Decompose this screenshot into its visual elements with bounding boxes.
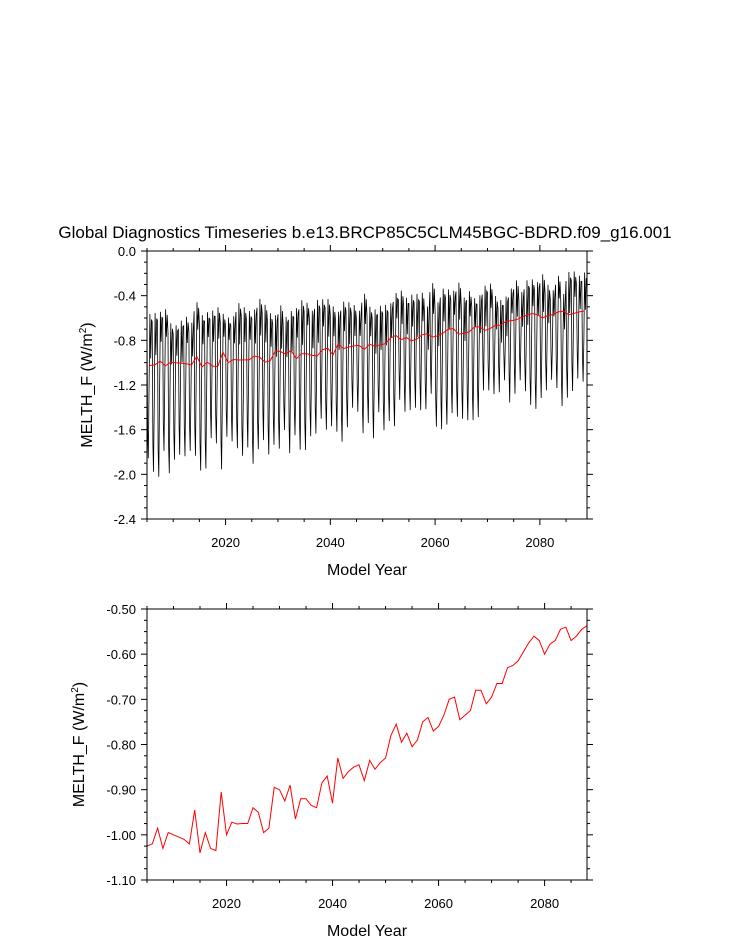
series-annual-mean-line [149, 310, 585, 368]
y-axis-label-main: MELTH_F (W/m [79, 333, 96, 447]
x-tick-label: 2060 [421, 535, 450, 550]
top-panel: 2020 2040 2060 2080 -2.4 -2.0 -1.6 -1.2 -0.8 -0.4… [78, 244, 593, 579]
x-tick-label: 2020 [211, 535, 240, 550]
x-axis-label: Model Year [327, 562, 408, 579]
series-monthly-line [147, 271, 587, 477]
y-tick-label: -1.00 [106, 828, 136, 843]
x-tick-label: 2080 [530, 896, 559, 911]
x-tick-label: 2040 [316, 535, 345, 550]
y-axis-label: MELTH_F (W/m2) [78, 322, 96, 447]
y-tick-label: -0.50 [106, 602, 136, 617]
y-tick-label: -0.70 [106, 692, 136, 707]
y-tick-label: 0.0 [118, 244, 136, 259]
y-tick-label: -2.4 [114, 512, 136, 527]
y-axis-label-end: ) [71, 682, 88, 687]
y-tick-label: -1.2 [114, 378, 136, 393]
x-tick-label: 2060 [424, 896, 453, 911]
y-tick-label: -2.0 [114, 467, 136, 482]
x-axis-label: Model Year [327, 923, 408, 940]
y-tick-label: -0.4 [114, 289, 136, 304]
y-axis-label-sup: 2 [78, 327, 89, 333]
x-tick-label: 2040 [318, 896, 347, 911]
y-tick-label: -0.80 [106, 738, 136, 753]
chart-title: Global Diagnostics Timeseries b.e13.BRCP… [58, 223, 671, 242]
plot-frame [146, 250, 588, 520]
series-annual-mean-line [147, 625, 587, 854]
y-axis-label-main: MELTH_F (W/m [71, 693, 88, 807]
x-tick-label: 2020 [212, 896, 241, 911]
y-tick-label: -0.8 [114, 333, 136, 348]
y-tick-label: -0.60 [106, 647, 136, 662]
y-axis-label-end: ) [79, 322, 96, 327]
y-axis-label: MELTH_F (W/m2) [70, 682, 88, 807]
y-tick-label: -1.6 [114, 423, 136, 438]
x-tick-label: 2080 [525, 535, 554, 550]
y-axis-label-sup: 2 [70, 687, 81, 693]
plot-frame [146, 608, 588, 881]
y-tick-label: -0.90 [106, 783, 136, 798]
y-tick-label: -1.10 [106, 873, 136, 888]
bottom-panel: 2020 2040 2060 2080 -1.10 -1.00 -0.90 -0.80 -0.7… [70, 602, 593, 940]
